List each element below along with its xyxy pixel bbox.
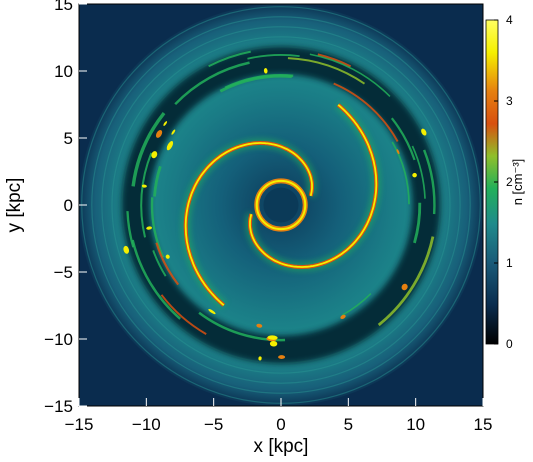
outer-filament <box>160 294 207 335</box>
dense-clump <box>412 172 417 178</box>
y-tick-label: 10 <box>54 62 73 81</box>
colorbar-tick-label: 4 <box>506 13 513 27</box>
colorbar-ticks: 0 1 2 3 4 <box>494 13 513 351</box>
y-tick-label: −15 <box>44 397 73 416</box>
x-tick-label: −5 <box>204 415 223 434</box>
outer-filament <box>309 53 391 97</box>
dense-clump <box>141 184 147 188</box>
colorbar-tick-label: 0 <box>506 337 513 351</box>
y-axis-label: y [kpc] <box>4 178 25 233</box>
x-axis-ticks: −15 −10 −5 0 5 10 15 <box>65 398 493 434</box>
outer-filament <box>153 165 162 197</box>
central-void <box>263 187 299 223</box>
colorbar-label: n [cm⁻³] <box>510 159 525 206</box>
outer-filament <box>413 202 422 244</box>
dense-clump <box>263 68 268 74</box>
dense-clump <box>166 141 174 151</box>
dense-clump <box>208 309 216 315</box>
outer-ring <box>111 36 451 374</box>
dense-clump <box>401 283 408 291</box>
dense-clump <box>171 129 176 135</box>
y-tick-label: −10 <box>44 330 73 349</box>
x-axis-label: x [kpc] <box>254 436 309 457</box>
outer-filament <box>390 117 416 161</box>
y-tick-label: 5 <box>64 129 73 148</box>
dense-clump <box>258 356 262 361</box>
dense-clump <box>146 226 152 230</box>
outer-ring <box>101 26 461 384</box>
dense-clump <box>165 254 170 259</box>
inner-ring-core <box>255 179 307 231</box>
dense-clump <box>269 340 278 347</box>
outer-filament <box>208 50 251 68</box>
y-tick-label: 0 <box>64 196 73 215</box>
outer-filament <box>317 53 352 68</box>
x-tick-label: −15 <box>65 415 94 434</box>
outer-filament <box>247 54 300 60</box>
dense-clump <box>151 151 158 159</box>
gas-disk <box>79 4 483 406</box>
y-axis-ticks: −15 −10 −5 0 5 10 15 <box>44 0 87 416</box>
outer-filament <box>131 111 166 187</box>
dense-clump <box>278 355 286 359</box>
dense-clump <box>256 323 263 328</box>
outer-filament <box>333 82 399 143</box>
dense-clump <box>123 245 130 254</box>
outer-filament <box>219 74 292 93</box>
outer-ring <box>91 16 471 394</box>
x-tick-label: 0 <box>276 415 285 434</box>
x-tick-label: 15 <box>474 415 493 434</box>
dense-clump <box>340 314 346 320</box>
colorbar-tick-label: 3 <box>506 94 513 108</box>
x-tick-label: 5 <box>344 415 353 434</box>
outer-filament <box>287 57 366 85</box>
dense-clump <box>155 130 163 138</box>
outer-filament <box>377 236 435 327</box>
plot-area <box>79 4 483 406</box>
y-tick-label: 15 <box>54 0 73 14</box>
outer-filament <box>140 152 153 238</box>
outer-filament <box>150 197 165 258</box>
dense-clump <box>163 121 168 126</box>
x-tick-label: −10 <box>132 415 161 434</box>
outer-filament <box>152 250 167 277</box>
outer-filament <box>411 145 426 199</box>
dense-clump <box>421 128 427 136</box>
x-tick-label: 10 <box>406 415 425 434</box>
spiral-arm-core <box>249 104 378 268</box>
colorbar-tick-label: 1 <box>506 256 513 270</box>
outer-filament <box>422 149 436 215</box>
outer-filament <box>155 242 180 286</box>
colorbar-tick-label: 2 <box>506 175 513 189</box>
outer-filament <box>341 292 372 316</box>
dense-clump <box>396 149 400 155</box>
spiral-arm-core <box>184 142 313 306</box>
outer-filament <box>391 141 410 205</box>
outer-cavity <box>121 46 441 364</box>
y-tick-label: −5 <box>54 263 73 282</box>
outer-filament <box>174 61 250 106</box>
dense-clump <box>267 335 278 340</box>
outer-filament <box>131 239 182 320</box>
